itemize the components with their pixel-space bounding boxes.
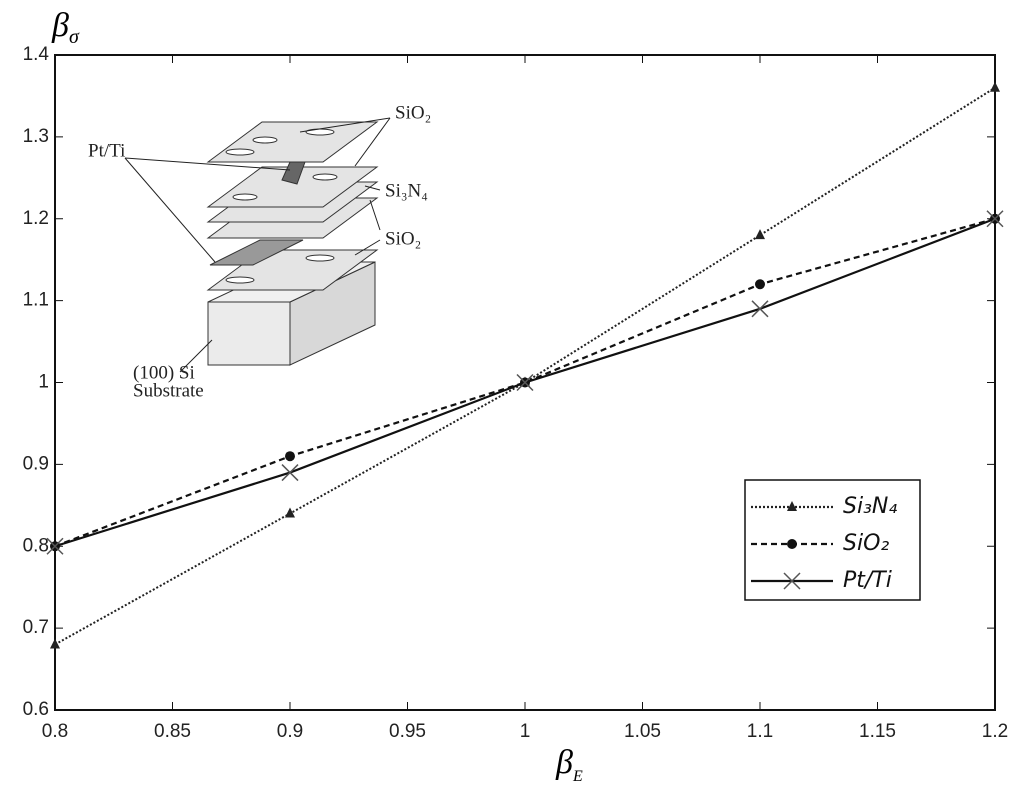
- x-tick-label: 0.95: [389, 721, 426, 742]
- y-tick-label: 0.6: [23, 699, 49, 720]
- inset-label: SiO₂: [395, 102, 431, 123]
- inset-label: (100) Si: [133, 362, 195, 383]
- x-tick-label: 0.9: [277, 721, 303, 742]
- x-tick-label: 1: [520, 721, 531, 742]
- legend: Si₃N₄ SiO₂ Pt/Ti: [744, 479, 921, 601]
- y-tick-label: 1.3: [23, 126, 49, 147]
- legend-label: SiO₂: [843, 531, 889, 556]
- x-tick-label: 1.05: [624, 721, 661, 742]
- marker: [281, 464, 299, 482]
- x-tick-label: 1.1: [747, 721, 773, 742]
- marker: [50, 638, 60, 649]
- y-tick-label: 0.9: [23, 453, 49, 474]
- marker: [755, 279, 765, 290]
- inset-label: Substrate: [133, 380, 204, 401]
- y-axis-label: βσ: [51, 7, 80, 48]
- x-tick-label: 0.8: [42, 721, 68, 742]
- marker: [751, 300, 769, 318]
- y-tick-label: 0.7: [23, 617, 49, 638]
- y-tick-label: 1: [38, 372, 49, 393]
- x-tick-label: 1.15: [859, 721, 896, 742]
- x-label-main: β: [555, 744, 573, 781]
- legend-label: Pt/Ti: [843, 568, 892, 593]
- legend-label: Si₃N₄: [843, 494, 897, 519]
- y-tick-label: 1.2: [23, 208, 49, 229]
- x-tick-label: 1.2: [982, 721, 1008, 742]
- marker: [787, 501, 797, 511]
- inset-label: Pt/Ti: [88, 140, 125, 161]
- y-tick-label: 1.1: [23, 290, 49, 311]
- marker: [46, 537, 64, 555]
- inset-label: SiO₂: [385, 228, 421, 249]
- series-line: [54, 217, 996, 548]
- y-label-main: β: [51, 7, 69, 44]
- marker: [516, 373, 534, 392]
- inset-diagram: SiO₂ Pt/Ti Si₃N₄ SiO₂ (100) Si Substrate: [88, 102, 431, 401]
- y-tick-label: 0.8: [23, 535, 49, 556]
- inset-label: Si₃N₄: [385, 180, 428, 201]
- marker: [285, 451, 295, 462]
- marker: [285, 507, 295, 518]
- marker: [783, 572, 801, 590]
- marker: [986, 210, 1004, 228]
- y-tick-label: 1.4: [23, 44, 50, 65]
- marker: [755, 229, 765, 240]
- marker: [990, 81, 1000, 92]
- y-label-sub: σ: [69, 26, 80, 48]
- x-axis-label: βE: [555, 744, 583, 785]
- x-tick-label: 0.85: [154, 721, 191, 742]
- x-label-sub: E: [572, 768, 583, 785]
- marker: [787, 539, 797, 549]
